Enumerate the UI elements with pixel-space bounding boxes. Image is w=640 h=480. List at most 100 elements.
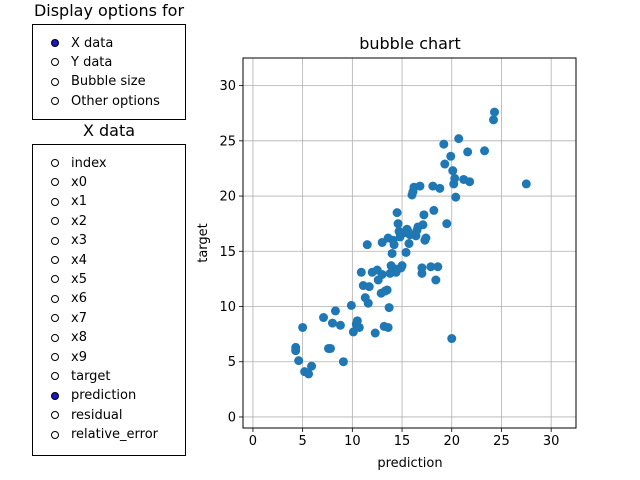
x-data-option-x4[interactable]: x4 (33, 251, 87, 269)
display-option-bubble-size[interactable]: Bubble size (33, 73, 146, 91)
data-point (489, 107, 499, 117)
x-axis-label: prediction (377, 456, 442, 471)
radio-button-icon[interactable] (51, 58, 59, 67)
y-tick-label: 10 (219, 300, 236, 315)
radio-label: Y data (71, 54, 113, 70)
radio-button-icon[interactable] (51, 275, 59, 284)
data-point (428, 181, 438, 191)
data-point (327, 318, 337, 328)
radio-label: x0 (71, 174, 87, 190)
radio-label: x6 (71, 291, 87, 307)
data-point (415, 181, 425, 191)
radio-label: x1 (71, 194, 87, 210)
radio-label: x9 (71, 349, 87, 365)
x-data-option-x1[interactable]: x1 (33, 193, 87, 211)
data-point (433, 262, 443, 272)
data-point (387, 248, 397, 258)
data-point (521, 179, 531, 189)
data-point (435, 183, 445, 193)
data-point (450, 173, 460, 183)
y-tick-label: 15 (219, 245, 236, 260)
radio-button-icon[interactable] (51, 39, 59, 47)
radio-label: x3 (71, 233, 87, 249)
x-data-option-x2[interactable]: x2 (33, 212, 87, 230)
x-data-option-relative-error[interactable]: relative_error (33, 426, 158, 444)
data-point (393, 219, 403, 229)
x-data-option-x0[interactable]: x0 (33, 173, 87, 191)
radio-button-icon[interactable] (51, 217, 59, 226)
radio-button-icon[interactable] (51, 236, 59, 245)
x-tick-label: 25 (493, 434, 510, 449)
x-data-option-x9[interactable]: x9 (33, 348, 87, 366)
radio-button-icon[interactable] (51, 430, 59, 439)
radio-label: prediction (71, 388, 137, 404)
data-point (439, 139, 449, 149)
radio-button-icon[interactable] (51, 77, 59, 86)
x-data-option-x3[interactable]: x3 (33, 232, 87, 250)
radio-button-icon[interactable] (51, 178, 59, 187)
data-point (447, 334, 457, 344)
data-point (392, 208, 402, 218)
radio-button-icon[interactable] (51, 97, 59, 106)
x-data-option-index[interactable]: index (33, 154, 107, 172)
chart-title: bubble chart (359, 34, 461, 53)
radio-button-icon[interactable] (51, 333, 59, 342)
radio-label: relative_error (71, 427, 159, 443)
x-data-radio-group: index x0 x1 x2 x3 x4 x5 x6 x7 x8 x9 target predictio… (32, 144, 186, 456)
data-point (440, 159, 450, 169)
radio-button-icon[interactable] (51, 314, 59, 323)
chart-points (291, 107, 531, 379)
data-point (325, 343, 335, 353)
radio-button-icon[interactable] (51, 411, 59, 420)
data-point (377, 269, 387, 279)
y-tick-label: 30 (219, 79, 236, 94)
radio-label: x4 (71, 252, 87, 268)
radio-button-icon[interactable] (51, 197, 59, 206)
data-point (383, 322, 393, 332)
data-point (298, 322, 308, 332)
x-data-title: X data (82, 121, 136, 140)
data-point (431, 275, 441, 285)
data-point (401, 247, 411, 257)
y-axis-ticks: 0 5 10 15 20 25 30 (219, 79, 243, 425)
x-data-option-target[interactable]: target (33, 367, 111, 385)
radio-label: target (71, 368, 111, 384)
data-point (454, 134, 464, 144)
data-point (446, 151, 456, 161)
radio-button-icon[interactable] (51, 294, 59, 303)
x-tick-label: 10 (344, 434, 361, 449)
x-data-option-x5[interactable]: x5 (33, 270, 87, 288)
display-option-x-data[interactable]: X data (33, 34, 113, 52)
x-data-option-prediction[interactable]: prediction (33, 387, 136, 405)
display-options-radio-group: X data Y data Bubble size Other options (32, 24, 186, 120)
data-point (421, 233, 431, 243)
radio-button-icon[interactable] (51, 353, 59, 361)
radio-button-icon[interactable] (51, 372, 59, 381)
display-option-y-data[interactable]: Y data (33, 53, 112, 71)
x-data-option-residual[interactable]: residual (33, 406, 123, 424)
data-point (384, 303, 394, 313)
radio-label: x8 (71, 330, 87, 346)
x-data-option-x8[interactable]: x8 (33, 329, 87, 347)
x-tick-label: 20 (443, 434, 460, 449)
data-point (480, 146, 490, 156)
radio-label: X data (71, 35, 114, 51)
display-option-other-options[interactable]: Other options (33, 92, 160, 110)
data-point (404, 239, 414, 249)
x-data-option-x6[interactable]: x6 (33, 290, 87, 308)
radio-button-icon[interactable] (51, 391, 59, 400)
y-tick-label: 20 (219, 190, 236, 205)
radio-label: x7 (71, 310, 87, 326)
data-point (294, 356, 304, 366)
data-point (451, 192, 461, 202)
x-data-option-x7[interactable]: x7 (33, 309, 87, 327)
radio-button-icon[interactable] (51, 159, 59, 167)
data-point (330, 306, 340, 316)
data-point (364, 282, 374, 292)
x-tick-label: 5 (299, 434, 307, 449)
radio-label: Other options (71, 93, 160, 109)
data-point (338, 357, 348, 367)
data-point (346, 300, 356, 310)
radio-button-icon[interactable] (51, 256, 59, 264)
